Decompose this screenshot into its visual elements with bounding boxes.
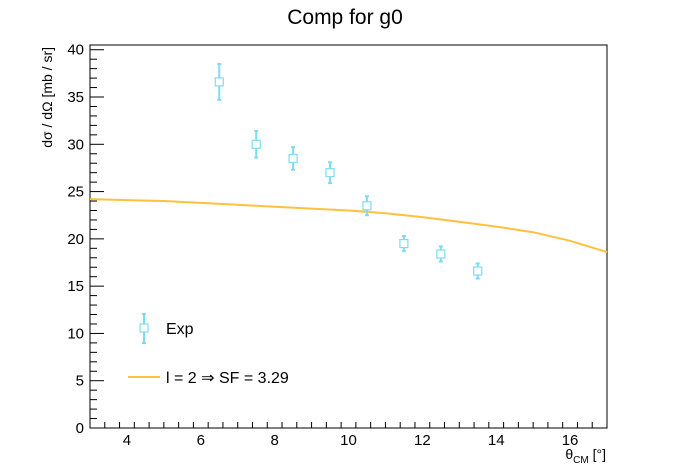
data-point [362,195,372,217]
point-marker [288,153,298,164]
point-marker [325,168,335,178]
point-marker [214,77,224,87]
y-tick-label: 5 [76,373,84,390]
legend-entry-exp: Exp [139,313,194,344]
x-tick-label: 4 [123,432,131,449]
y-tick-label: 0 [76,420,84,437]
data-point [288,146,298,171]
y-tick-label: 40 [67,42,84,59]
x-tick-label: 12 [414,432,431,449]
y-axis-label: dσ / dΩ [mb / sr] [39,47,55,148]
data-point [399,235,409,253]
x-axis-label: θCM [°] [565,446,606,466]
y-tick-label: 15 [67,278,84,295]
x-tick-label: 6 [197,432,205,449]
data-point [473,262,483,280]
plot-area: 4 6 8 10 12 14 16 0 5 10 15 20 25 30 35 40 [67,42,608,449]
y-tick-label: 10 [67,325,84,342]
chart-title: Comp for g0 [287,6,403,29]
x-tick-label: 8 [270,432,278,449]
legend: Exp l = 2 ⇒ SF = 3.29 [128,313,289,387]
series-curve-line [89,198,608,254]
point-marker [399,238,409,249]
data-point [325,161,335,185]
point-marker [436,249,446,259]
data-point [251,130,261,159]
y-tick-label: 20 [67,231,84,248]
x-tick-label: 14 [488,432,505,449]
legend-entry-curve: l = 2 ⇒ SF = 3.29 [128,370,289,387]
legend-marker-exp [139,323,149,333]
legend-label-curve: l = 2 ⇒ SF = 3.29 [166,370,289,387]
point-marker [251,139,261,149]
point-marker [473,266,483,276]
x-tick-label: 16 [562,432,579,449]
point-marker [362,201,372,211]
y-tick-label: 35 [67,89,84,106]
x-tick-label: 10 [340,432,357,449]
y-tick-label: 25 [67,184,84,201]
plot-frame [89,44,608,429]
data-point [436,245,446,263]
y-tick-label: 30 [67,136,84,153]
legend-label-exp: Exp [166,321,194,338]
data-point [214,62,224,101]
